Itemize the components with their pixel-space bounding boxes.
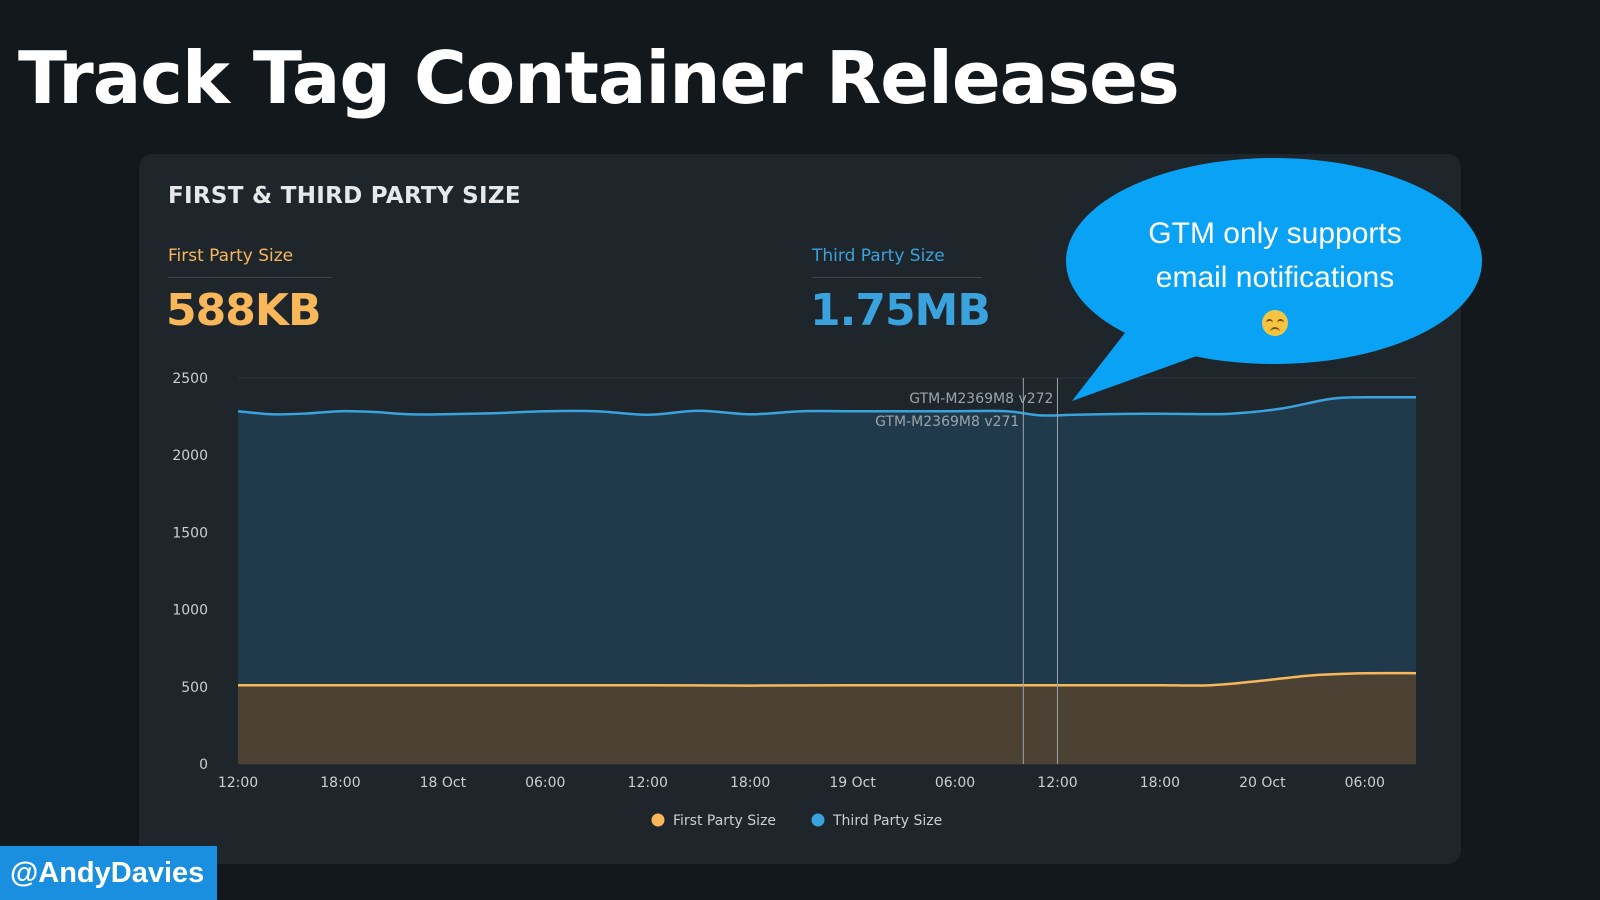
legend-marker <box>651 813 665 827</box>
x-tick-label: 19 Oct <box>829 775 876 791</box>
x-tick-label: 18:00 <box>320 775 360 791</box>
x-tick-label: 12:00 <box>1037 775 1077 791</box>
y-tick-label: 0 <box>199 757 208 773</box>
legend-label: Third Party Size <box>832 813 942 829</box>
x-tick-label: 06:00 <box>935 775 975 791</box>
callout-line-1: GTM only supports <box>1148 217 1402 250</box>
first-party-size-value: 588KB <box>166 285 321 336</box>
disappointed-face-icon <box>1262 310 1288 337</box>
x-tick-label: 06:00 <box>525 775 565 791</box>
legend-marker <box>811 813 825 827</box>
release-marker-label: GTM-M2369M8 v272 <box>909 391 1053 407</box>
panel-title: FIRST & THIRD PARTY SIZE <box>168 183 521 209</box>
y-tick-label: 1000 <box>172 603 208 619</box>
third-party-line <box>237 395 1417 417</box>
third-party-area <box>238 397 1416 764</box>
x-tick-label: 12:00 <box>218 775 258 791</box>
y-tick-label: 1500 <box>172 525 208 541</box>
x-tick-label: 18 Oct <box>420 775 467 791</box>
x-tick-label: 12:00 <box>628 775 668 791</box>
x-tick-label: 20 Oct <box>1239 775 1286 791</box>
legend-label: First Party Size <box>673 813 776 829</box>
release-marker-label: GTM-M2369M8 v271 <box>875 414 1019 430</box>
y-tick-label: 2500 <box>172 371 208 387</box>
callout-bubble <box>1066 158 1482 364</box>
y-tick-label: 2000 <box>172 448 208 464</box>
callout-line-2: email notifications <box>1155 261 1395 294</box>
third-party-size-label: Third Party Size <box>812 246 982 278</box>
callout-bubble-tail <box>1072 320 1205 401</box>
first-party-area <box>238 673 1416 764</box>
first-party-size-label: First Party Size <box>168 246 332 278</box>
y-tick-label: 500 <box>181 680 208 696</box>
x-tick-label: 18:00 <box>730 775 770 791</box>
callout-text: GTM only supports email notifications <box>1085 212 1465 344</box>
twitter-handle: @AndyDavies <box>0 846 217 900</box>
first-party-line <box>237 671 1417 687</box>
third-party-size-value: 1.75MB <box>810 285 991 336</box>
x-tick-label: 18:00 <box>1140 775 1180 791</box>
x-tick-label: 06:00 <box>1345 775 1385 791</box>
slide-title: Track Tag Container Releases <box>18 36 1180 120</box>
